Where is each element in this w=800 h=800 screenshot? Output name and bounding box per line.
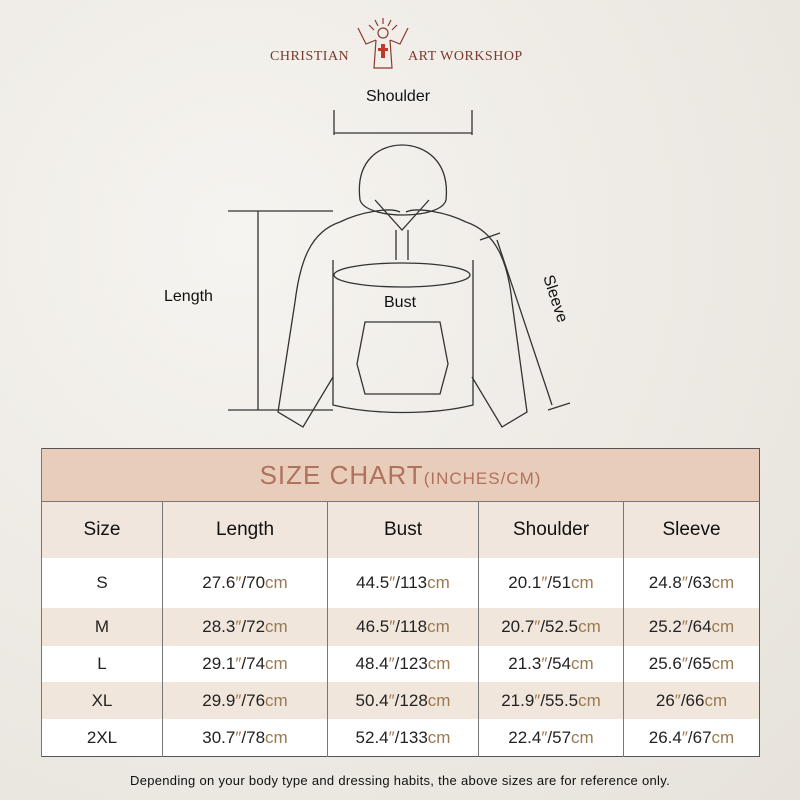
sleeve-cell: 24.8″/63cm bbox=[623, 558, 760, 608]
sleeve-cell: 25.6″/65cm bbox=[623, 646, 760, 682]
brand-logo: CHRISTIAN ART WORKSHOP bbox=[260, 12, 540, 72]
table-row: XL 29.9″/76cm 50.4″/128cm 21.9″/55.5cm 26″/6… bbox=[41, 682, 760, 719]
size-chart-table: SIZE CHART(INCHES/CM) Size Length Bust S… bbox=[41, 448, 760, 757]
bust-cell: 48.4″/123cm bbox=[327, 646, 479, 682]
col-length: Length bbox=[162, 501, 328, 558]
size-cell: XL bbox=[41, 682, 163, 719]
shoulder-cell: 20.7″/52.5cm bbox=[478, 608, 624, 646]
length-label: Length bbox=[164, 288, 213, 305]
table-row: L 29.1″/74cm 48.4″/123cm 21.3″/54cm 25.6″/65… bbox=[41, 646, 760, 682]
brand-right: ART WORKSHOP bbox=[408, 49, 523, 64]
length-cell: 29.9″/76cm bbox=[162, 682, 328, 719]
col-size: Size bbox=[41, 501, 163, 558]
length-cell: 27.6″/70cm bbox=[162, 558, 328, 608]
brand-left: CHRISTIAN bbox=[270, 49, 350, 64]
length-cell: 30.7″/78cm bbox=[162, 719, 328, 757]
header-row: Size Length Bust Shoulder Sleeve bbox=[41, 501, 760, 558]
reference-note: Depending on your body type and dressing… bbox=[130, 773, 670, 788]
shoulder-cell: 21.9″/55.5cm bbox=[478, 682, 624, 719]
christ-figure-icon bbox=[357, 18, 409, 69]
col-shoulder: Shoulder bbox=[478, 501, 624, 558]
shoulder-label: Shoulder bbox=[366, 88, 431, 105]
bust-cell: 46.5″/118cm bbox=[327, 608, 479, 646]
shoulder-cell: 21.3″/54cm bbox=[478, 646, 624, 682]
sleeve-cell: 25.2″/64cm bbox=[623, 608, 760, 646]
sleeve-cell: 26″/66cm bbox=[623, 682, 760, 719]
size-cell: L bbox=[41, 646, 163, 682]
col-bust: Bust bbox=[327, 501, 479, 558]
col-sleeve: Sleeve bbox=[623, 501, 760, 558]
table-row: S 27.6″/70cm 44.5″/113cm 20.1″/51cm 24.8″/63… bbox=[41, 558, 760, 608]
sleeve-cell: 26.4″/67cm bbox=[623, 719, 760, 757]
shoulder-cell: 22.4″/57cm bbox=[478, 719, 624, 757]
size-cell: M bbox=[41, 608, 163, 646]
hoodie-diagram bbox=[228, 110, 571, 428]
length-cell: 29.1″/74cm bbox=[162, 646, 328, 682]
table-title: SIZE CHART(INCHES/CM) bbox=[41, 448, 760, 502]
bust-cell: 50.4″/128cm bbox=[327, 682, 479, 719]
bust-label: Bust bbox=[384, 294, 417, 311]
table-row: 2XL 30.7″/78cm 52.4″/133cm 22.4″/57cm 26.4″/… bbox=[41, 719, 760, 757]
size-cell: S bbox=[41, 558, 163, 608]
bust-cell: 52.4″/133cm bbox=[327, 719, 479, 757]
size-cell: 2XL bbox=[41, 719, 163, 757]
length-cell: 28.3″/72cm bbox=[162, 608, 328, 646]
table-row: M 28.3″/72cm 46.5″/118cm 20.7″/52.5cm 25.2″/… bbox=[41, 608, 760, 646]
shoulder-cell: 20.1″/51cm bbox=[478, 558, 624, 608]
bust-cell: 44.5″/113cm bbox=[327, 558, 479, 608]
